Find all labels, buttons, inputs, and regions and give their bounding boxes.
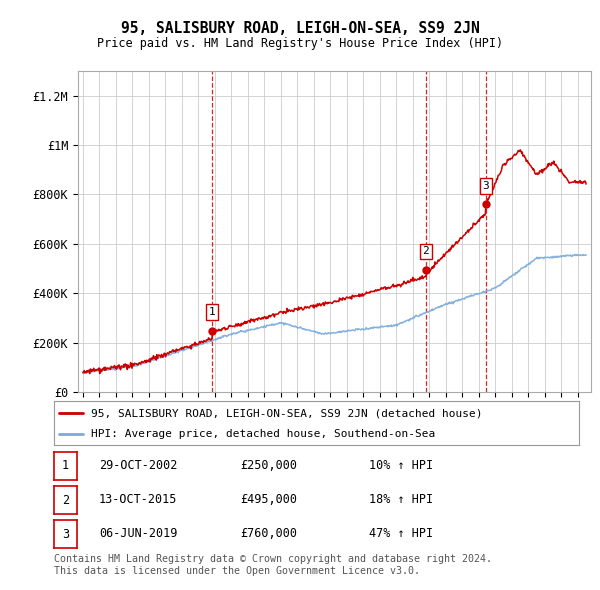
Text: 3: 3 — [482, 181, 490, 191]
Text: 06-JUN-2019: 06-JUN-2019 — [99, 527, 178, 540]
Text: 1: 1 — [62, 460, 69, 473]
Text: £760,000: £760,000 — [240, 527, 297, 540]
Text: 95, SALISBURY ROAD, LEIGH-ON-SEA, SS9 2JN (detached house): 95, SALISBURY ROAD, LEIGH-ON-SEA, SS9 2J… — [91, 408, 482, 418]
Text: Contains HM Land Registry data © Crown copyright and database right 2024.
This d: Contains HM Land Registry data © Crown c… — [54, 554, 492, 576]
Text: HPI: Average price, detached house, Southend-on-Sea: HPI: Average price, detached house, Sout… — [91, 430, 435, 440]
Text: 13-OCT-2015: 13-OCT-2015 — [99, 493, 178, 506]
Text: 95, SALISBURY ROAD, LEIGH-ON-SEA, SS9 2JN: 95, SALISBURY ROAD, LEIGH-ON-SEA, SS9 2J… — [121, 21, 479, 35]
Text: £250,000: £250,000 — [240, 459, 297, 472]
Text: 3: 3 — [62, 528, 69, 541]
Text: 10% ↑ HPI: 10% ↑ HPI — [369, 459, 433, 472]
Text: £495,000: £495,000 — [240, 493, 297, 506]
Text: 47% ↑ HPI: 47% ↑ HPI — [369, 527, 433, 540]
Text: 29-OCT-2002: 29-OCT-2002 — [99, 459, 178, 472]
Text: 18% ↑ HPI: 18% ↑ HPI — [369, 493, 433, 506]
Text: 2: 2 — [422, 246, 429, 256]
Text: Price paid vs. HM Land Registry's House Price Index (HPI): Price paid vs. HM Land Registry's House … — [97, 37, 503, 50]
Text: 2: 2 — [62, 494, 69, 507]
Text: 1: 1 — [209, 307, 215, 317]
